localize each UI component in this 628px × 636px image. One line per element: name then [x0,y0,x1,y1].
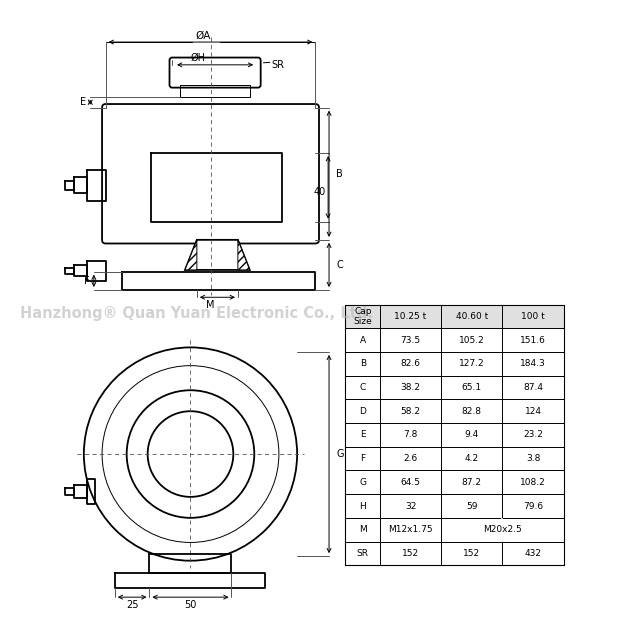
Text: C: C [337,260,343,270]
Text: 73.5: 73.5 [401,336,421,345]
Text: M12x1.75: M12x1.75 [388,525,433,534]
Text: 25: 25 [126,600,138,611]
Text: 58.2: 58.2 [401,406,421,416]
Text: 23.2: 23.2 [523,431,543,439]
Text: E: E [360,431,365,439]
Text: 50: 50 [184,600,197,611]
Text: SR: SR [357,549,369,558]
Text: 184.3: 184.3 [521,359,546,368]
Text: 152: 152 [402,549,419,558]
Text: 10.25 t: 10.25 t [394,312,427,321]
Text: 105.2: 105.2 [459,336,485,345]
Text: Hanzhong® Quan Yuan Electronic Co., Ltd.: Hanzhong® Quan Yuan Electronic Co., Ltd. [20,306,374,321]
FancyBboxPatch shape [102,104,319,244]
Polygon shape [238,240,250,270]
Text: G: G [359,478,366,487]
Text: G: G [337,449,344,459]
Text: 152: 152 [463,549,480,558]
Text: C: C [360,383,366,392]
Text: 124: 124 [525,406,542,416]
Text: 40.60 t: 40.60 t [455,312,488,321]
Text: 32: 32 [405,502,416,511]
Text: 151.6: 151.6 [520,336,546,345]
Text: 7.8: 7.8 [403,431,418,439]
FancyBboxPatch shape [170,57,261,88]
Text: 108.2: 108.2 [521,478,546,487]
Text: M20x2.5: M20x2.5 [484,525,522,534]
Polygon shape [185,240,197,270]
Text: A: A [360,336,366,345]
Text: 38.2: 38.2 [401,383,421,392]
Text: F: F [84,276,89,286]
Text: 87.4: 87.4 [523,383,543,392]
Text: 79.6: 79.6 [523,502,543,511]
Text: 3.8: 3.8 [526,454,540,463]
Text: 9.4: 9.4 [465,431,479,439]
Text: M: M [206,300,215,310]
Text: M: M [359,525,367,534]
Bar [345,305,564,328]
Text: 127.2: 127.2 [459,359,484,368]
Text: 82.8: 82.8 [462,406,482,416]
Text: F: F [360,454,365,463]
Text: 100 t: 100 t [521,312,545,321]
Text: B: B [337,169,343,179]
Polygon shape [185,240,250,270]
Text: 65.1: 65.1 [462,383,482,392]
Text: H: H [359,502,366,511]
Text: 87.2: 87.2 [462,478,482,487]
Text: ØA: ØA [195,31,211,41]
Text: 40: 40 [313,187,325,197]
Text: E: E [80,97,86,107]
Text: D: D [359,406,366,416]
Text: 82.6: 82.6 [401,359,421,368]
Text: 2.6: 2.6 [403,454,418,463]
Text: 59: 59 [466,502,477,511]
Text: 4.2: 4.2 [465,454,479,463]
Text: SR: SR [271,60,284,70]
Text: 432: 432 [525,549,542,558]
Text: ØH: ØH [190,53,205,62]
Text: Cap
Size: Cap Size [354,307,372,326]
Text: B: B [360,359,366,368]
Text: 64.5: 64.5 [401,478,421,487]
